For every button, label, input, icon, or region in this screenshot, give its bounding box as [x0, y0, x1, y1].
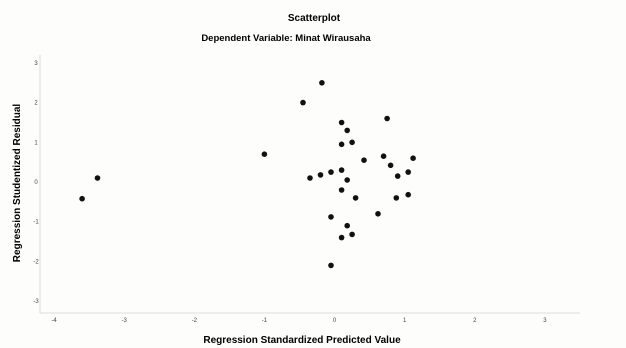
y-tick-label: -3: [33, 299, 39, 305]
data-point: [344, 127, 351, 134]
y-tick-label: -1: [33, 220, 39, 226]
chart-title: Scatterplot: [288, 13, 341, 24]
data-point: [393, 195, 400, 201]
data-point: [328, 214, 334, 220]
x-tick-label: -3: [121, 318, 127, 324]
data-point: [328, 262, 334, 269]
data-point: [338, 167, 345, 173]
y-axis-label: Regression Studentized Residual: [12, 104, 23, 263]
x-tick-label: -2: [192, 318, 198, 324]
data-point: [338, 119, 345, 126]
x-tick-label: -4: [51, 318, 57, 324]
data-point: [387, 162, 394, 169]
data-point: [349, 231, 355, 238]
data-point: [261, 151, 268, 157]
data-point: [352, 195, 359, 201]
data-point: [328, 169, 334, 175]
data-point: [405, 169, 412, 175]
data-point: [94, 175, 101, 181]
data-point: [375, 211, 381, 217]
x-tick-label: -1: [262, 318, 268, 324]
x-axis-label: Regression Standardized Predicted Value: [203, 335, 401, 346]
data-point: [394, 173, 401, 179]
y-tick-label: 2: [34, 101, 38, 107]
data-point: [410, 155, 416, 161]
data-point: [307, 175, 313, 181]
data-point: [380, 153, 387, 159]
data-points: [79, 80, 416, 269]
data-point: [384, 115, 390, 122]
data-point: [338, 187, 345, 193]
x-tick-label: 0: [333, 318, 337, 324]
data-point: [349, 139, 355, 146]
data-point: [405, 191, 412, 198]
y-tick-label: -2: [33, 259, 39, 265]
data-point: [319, 80, 325, 86]
data-point: [344, 222, 351, 229]
x-tick-label: 3: [543, 318, 547, 324]
data-point: [344, 177, 351, 183]
x-tick-label: 1: [403, 318, 407, 324]
data-point: [317, 172, 324, 178]
y-tick-label: 0: [34, 180, 38, 186]
data-point: [300, 99, 306, 106]
data-point: [79, 195, 85, 202]
tick-labels: -4 -3 -2 -1 0 1 2 3 3 2 1 0 -1 -2 -3: [33, 61, 547, 324]
data-point: [361, 157, 367, 163]
chart-subtitle: Dependent Variable: Minat Wirausaha: [201, 33, 371, 44]
data-point: [338, 234, 345, 241]
y-tick-label: 3: [34, 61, 38, 67]
data-point: [338, 141, 345, 148]
x-tick-label: 2: [473, 318, 477, 324]
y-tick-label: 1: [34, 140, 38, 146]
